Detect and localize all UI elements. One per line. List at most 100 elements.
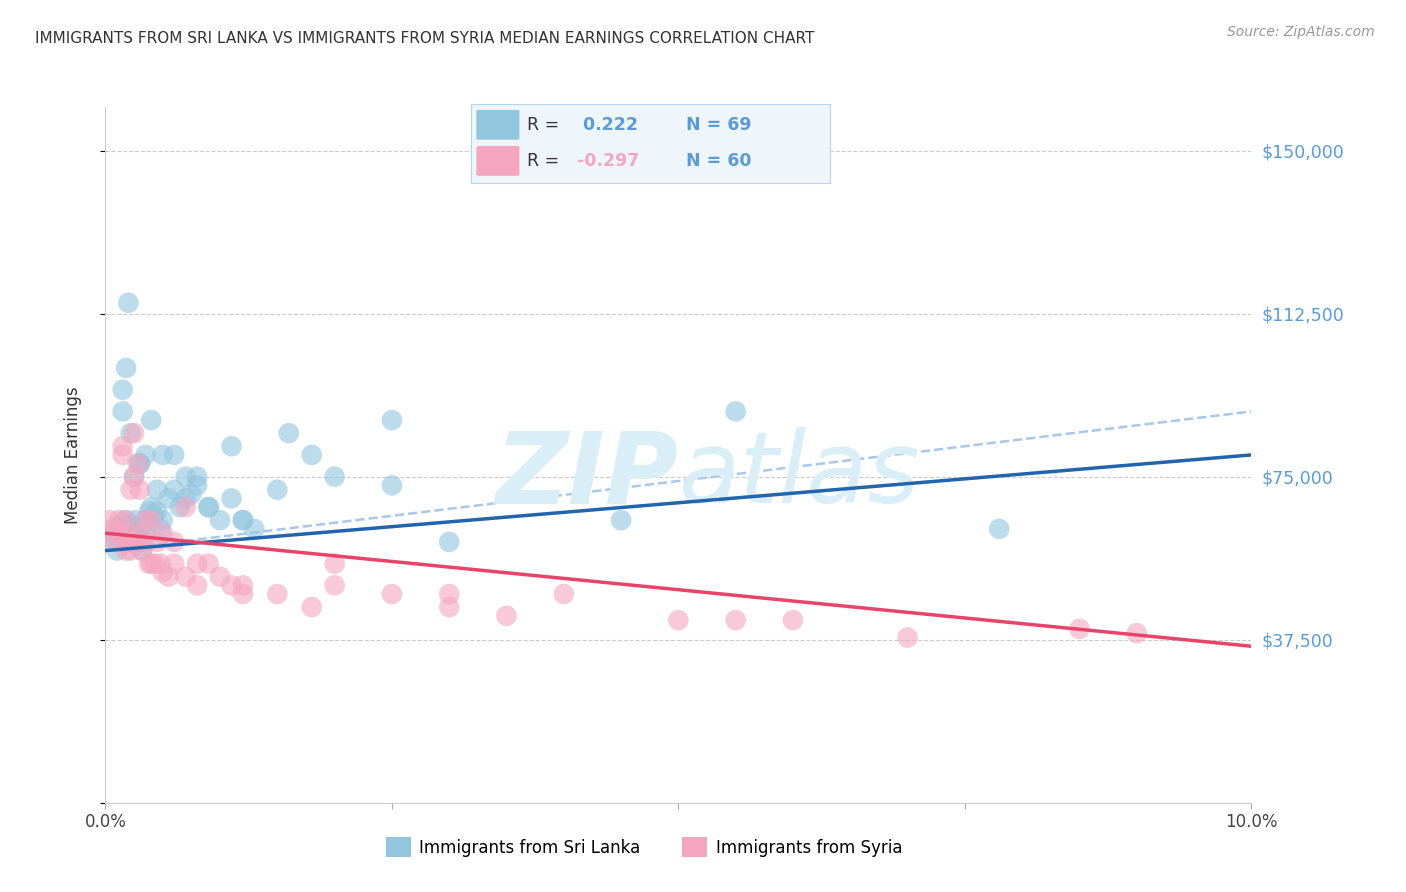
Point — [186, 478, 208, 492]
Point — [124, 513, 146, 527]
Point — [163, 557, 186, 571]
Point — [135, 513, 157, 527]
Point — [146, 504, 169, 518]
Point — [104, 535, 127, 549]
Point — [101, 522, 124, 536]
Point — [142, 508, 165, 523]
Point — [115, 535, 138, 549]
Point — [277, 426, 299, 441]
Point — [122, 522, 145, 536]
Point — [163, 448, 186, 462]
Point — [232, 513, 254, 527]
Point — [138, 557, 160, 571]
Text: atlas: atlas — [678, 427, 920, 524]
Point — [111, 439, 134, 453]
Point — [129, 535, 152, 549]
Point — [152, 566, 174, 580]
Legend: Immigrants from Sri Lanka, Immigrants from Syria: Immigrants from Sri Lanka, Immigrants fr… — [380, 830, 908, 864]
Point — [149, 522, 172, 536]
Point — [197, 500, 219, 514]
Point — [111, 404, 134, 418]
Text: N = 60: N = 60 — [686, 152, 752, 169]
Point — [149, 557, 172, 571]
Point — [897, 631, 920, 645]
Point — [131, 543, 153, 558]
Point — [111, 448, 134, 462]
Point — [114, 517, 136, 532]
FancyBboxPatch shape — [477, 110, 519, 140]
Point — [724, 613, 747, 627]
Point — [232, 513, 254, 527]
Point — [186, 578, 208, 592]
Point — [135, 535, 157, 549]
Point — [301, 600, 323, 615]
Point — [232, 578, 254, 592]
Point — [782, 613, 804, 627]
Point — [122, 426, 145, 441]
Point — [120, 483, 142, 497]
Text: Source: ZipAtlas.com: Source: ZipAtlas.com — [1227, 25, 1375, 39]
Point — [117, 295, 139, 310]
Point — [553, 587, 575, 601]
Point — [209, 513, 232, 527]
Point — [610, 513, 633, 527]
Point — [127, 457, 149, 471]
Point — [439, 600, 461, 615]
Point — [132, 517, 155, 532]
Point — [125, 535, 148, 549]
Point — [135, 513, 157, 527]
Point — [988, 522, 1011, 536]
Point — [98, 513, 121, 527]
Text: R =: R = — [527, 116, 558, 134]
Point — [724, 404, 747, 418]
Point — [232, 587, 254, 601]
Point — [122, 535, 145, 549]
Point — [115, 543, 138, 558]
Point — [128, 526, 150, 541]
Point — [323, 557, 346, 571]
Point — [266, 587, 288, 601]
Text: IMMIGRANTS FROM SRI LANKA VS IMMIGRANTS FROM SYRIA MEDIAN EARNINGS CORRELATION C: IMMIGRANTS FROM SRI LANKA VS IMMIGRANTS … — [35, 31, 814, 46]
Point — [197, 557, 219, 571]
Point — [381, 587, 404, 601]
Point — [146, 483, 169, 497]
Point — [157, 491, 180, 506]
Point — [186, 557, 208, 571]
Point — [128, 457, 150, 471]
Text: ZIP: ZIP — [495, 427, 678, 524]
Point — [110, 517, 132, 532]
Point — [108, 513, 131, 527]
Point — [141, 413, 163, 427]
Point — [125, 531, 148, 545]
Point — [110, 526, 132, 541]
Point — [163, 483, 186, 497]
Point — [1069, 622, 1091, 636]
Point — [105, 526, 128, 541]
Point — [122, 469, 145, 483]
Point — [141, 557, 163, 571]
Point — [495, 608, 517, 623]
Point — [141, 513, 163, 527]
Point — [174, 491, 197, 506]
Point — [221, 578, 243, 592]
Point — [120, 426, 142, 441]
Point — [122, 469, 145, 483]
Point — [117, 522, 139, 536]
Point — [117, 526, 139, 541]
Point — [174, 500, 197, 514]
Point — [439, 587, 461, 601]
Point — [120, 543, 142, 558]
Point — [121, 535, 143, 549]
Point — [143, 557, 166, 571]
Point — [157, 570, 180, 584]
Text: -0.297: -0.297 — [576, 152, 638, 169]
Point — [323, 578, 346, 592]
Point — [115, 361, 138, 376]
Point — [146, 535, 169, 549]
Point — [118, 526, 141, 541]
Point — [141, 500, 163, 514]
Text: R =: R = — [527, 152, 558, 169]
Point — [180, 487, 202, 501]
Point — [243, 522, 266, 536]
Text: N = 69: N = 69 — [686, 116, 752, 134]
